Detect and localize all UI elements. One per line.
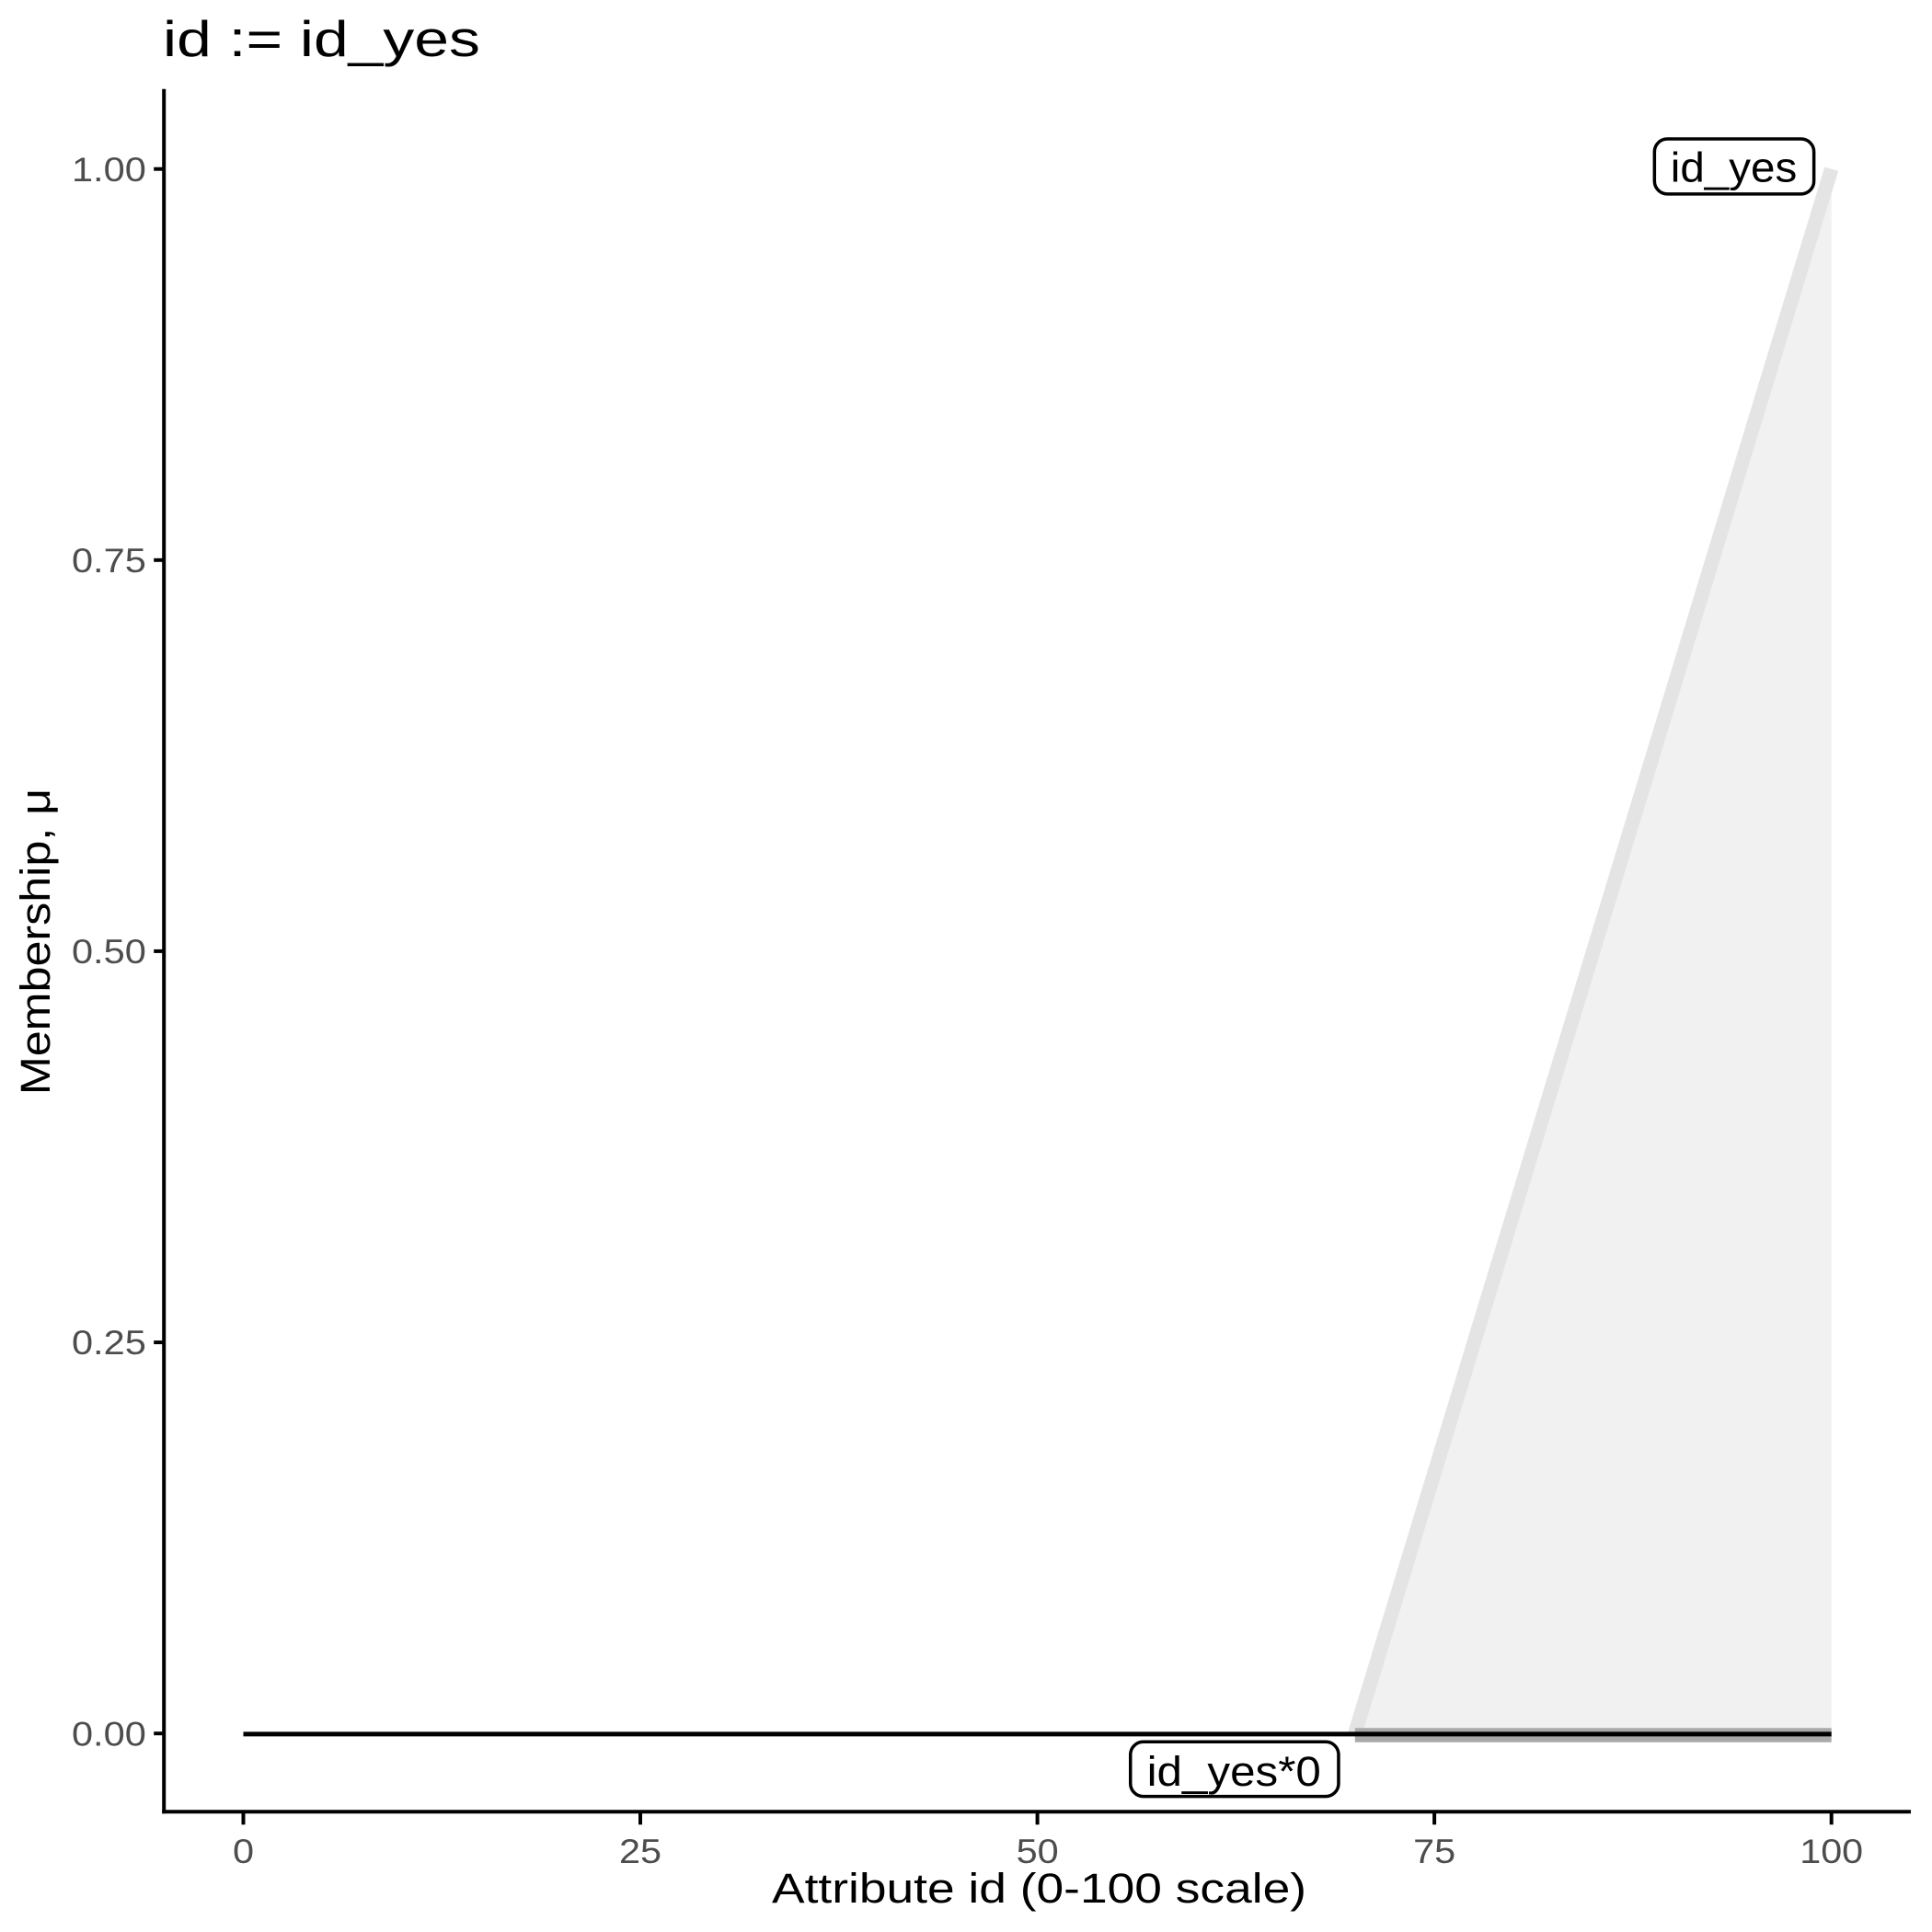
svg-text:Attribute id (0-100 scale): Attribute id (0-100 scale)	[772, 1864, 1306, 1912]
svg-text:75: 75	[1413, 1834, 1455, 1870]
svg-text:id_yes: id_yes	[1671, 144, 1797, 190]
svg-text:100: 100	[1800, 1834, 1863, 1870]
svg-text:0: 0	[233, 1834, 254, 1870]
svg-text:id := id_yes: id := id_yes	[163, 11, 480, 67]
svg-text:0.00: 0.00	[72, 1716, 146, 1753]
svg-text:Membership, μ: Membership, μ	[12, 788, 59, 1095]
svg-text:0.25: 0.25	[72, 1325, 146, 1362]
svg-text:id_yes*0: id_yes*0	[1147, 1749, 1321, 1796]
svg-text:0.75: 0.75	[72, 543, 146, 580]
svg-text:25: 25	[619, 1834, 661, 1870]
svg-text:50: 50	[1017, 1834, 1059, 1870]
svg-text:0.50: 0.50	[72, 934, 146, 971]
svg-text:1.00: 1.00	[72, 152, 146, 189]
